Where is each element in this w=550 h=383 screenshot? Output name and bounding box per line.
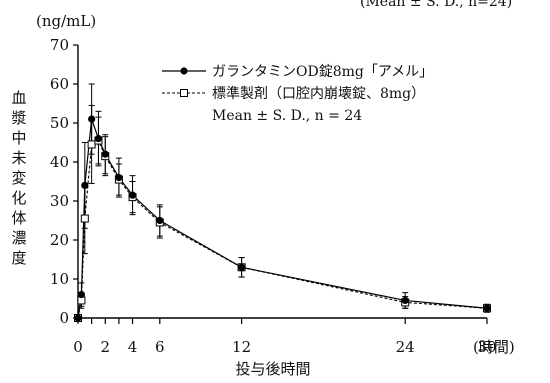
x-tick-label: 4 [128, 338, 138, 356]
y-axis-label-char: 未 [11, 149, 26, 167]
y-axis-label-char: 化 [11, 189, 26, 207]
y-ticks: 0 10 20 30 40 50 60 70 [50, 36, 78, 327]
x-tick-label: 30 [477, 338, 496, 356]
y-axis-label-char: 度 [11, 249, 26, 267]
legend-marker-reference [180, 89, 188, 97]
y-axis-label-char: 体 [11, 209, 26, 227]
x-tick-label: 0 [73, 338, 83, 356]
y-tick-label: 50 [50, 114, 69, 132]
y-tick-label: 30 [50, 192, 69, 210]
reference-point [87, 140, 96, 149]
x-ticks: 0 2 4 6 12 24 30 [73, 318, 497, 356]
test-point [88, 115, 96, 123]
test-point [101, 150, 109, 158]
y-axis-label-char: 血 [11, 89, 26, 107]
legend-marker-test [180, 67, 188, 75]
y-tick-label: 10 [50, 270, 69, 288]
x-tick-label: 24 [396, 338, 415, 356]
test-point [156, 216, 164, 225]
reference-point [80, 214, 89, 223]
x-tick-label: 12 [232, 338, 251, 356]
y-tick-label: 60 [50, 75, 69, 93]
x-axis-label: 投与後時間 [235, 360, 310, 378]
reference-series-line [77, 139, 488, 319]
test-point [77, 291, 86, 299]
legend-label-reference: 標準製剤（口腔内崩壊錠、8mg） [212, 86, 425, 102]
x-tick-label: 6 [155, 338, 165, 356]
y-unit-label: (ng/mL) [36, 12, 96, 30]
x-tick-label: 2 [100, 338, 110, 356]
test-point [74, 314, 82, 322]
axes [77, 45, 487, 319]
legend-label-test: ガランタミンOD錠8mg「アメル」 [212, 64, 433, 80]
test-point [81, 181, 89, 189]
test-point [238, 263, 246, 271]
corner-note: (Mean ± S. D., n=24) [360, 0, 512, 10]
y-axis-label-char: 漿 [11, 109, 26, 127]
test-point [115, 174, 123, 182]
test-point [94, 135, 103, 143]
y-tick-label: 0 [59, 309, 69, 327]
y-axis-label-char: 変 [11, 169, 26, 187]
y-axis-label-char: 濃 [11, 229, 26, 247]
y-tick-label: 20 [50, 231, 69, 249]
legend-note: Mean ± S. D., n = 24 [212, 108, 362, 124]
y-axis-label-char: 中 [11, 129, 26, 147]
test-point [483, 304, 491, 312]
y-tick-label: 70 [50, 36, 69, 54]
x-unit-label: (時間) [473, 338, 515, 356]
y-tick-label: 40 [50, 153, 69, 171]
test-point [128, 191, 137, 199]
legend: ガランタミンOD錠8mg「アメル」標準製剤（口腔内崩壊錠、8mg） Mean ± … [162, 64, 433, 124]
test-series-line [77, 118, 488, 319]
plot-area [74, 83, 491, 322]
test-point [401, 296, 409, 305]
